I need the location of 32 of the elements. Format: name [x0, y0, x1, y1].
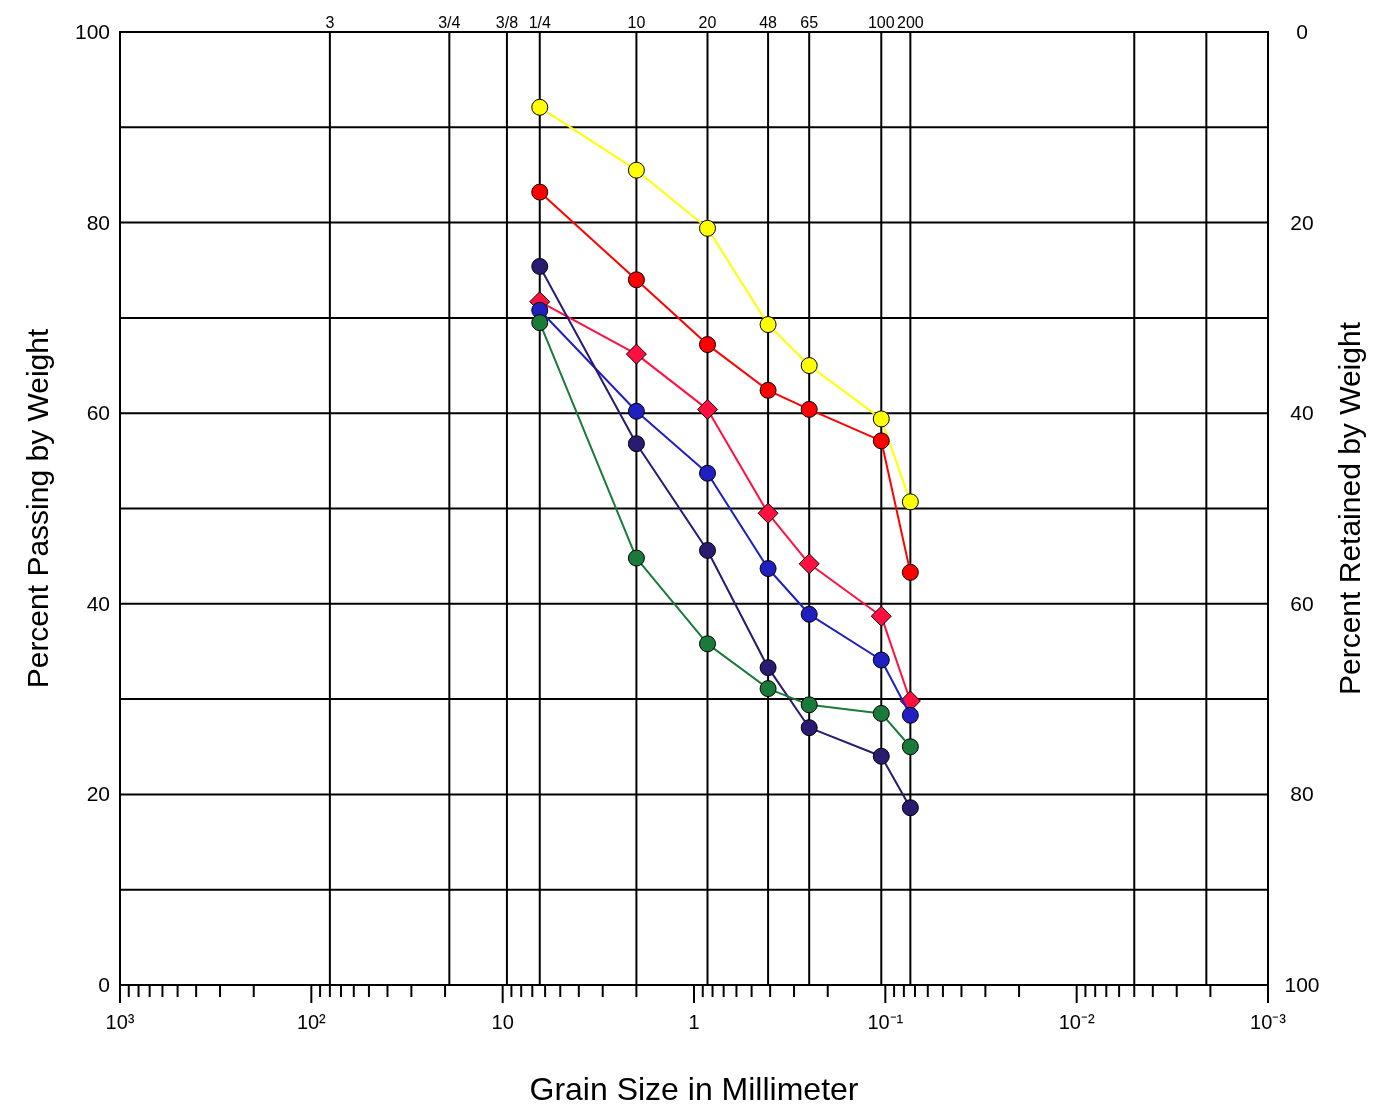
x-tick-label: 1 — [688, 1011, 700, 1033]
annotation: 48 — [759, 14, 778, 31]
y-tick-label: 100 — [74, 20, 110, 43]
annotation: 3/8 — [495, 14, 519, 31]
x-tick-label: 10³ — [105, 1011, 135, 1033]
y-tick-label: 0 — [98, 973, 110, 996]
y-tick-label: 60 — [86, 401, 110, 425]
y2-tick-label: 80 — [1290, 782, 1314, 806]
y2-tick-label: 60 — [1290, 591, 1314, 615]
x-tick-label: 10² — [296, 1011, 327, 1033]
x-tick-label: 10⁻¹ — [867, 1011, 904, 1033]
y2-tick-label: 100 — [1284, 973, 1320, 996]
annotation: 65 — [800, 14, 819, 31]
annotation: 100 — [867, 14, 895, 31]
annotation: 3/4 — [438, 14, 461, 31]
y-tick-label: 80 — [86, 210, 110, 234]
x-tick-label: 10 — [491, 1011, 514, 1033]
x-tick-label: 10⁻² — [1058, 1011, 1095, 1033]
annotation: 20 — [698, 14, 717, 31]
annotation: 3 — [325, 14, 335, 31]
annotation: 200 — [897, 14, 924, 31]
y2-tick-label: 40 — [1290, 401, 1314, 425]
y2-tick-label: 20 — [1290, 210, 1314, 234]
y2-tick-label: 0 — [1296, 20, 1308, 43]
annotation: 10 — [627, 14, 646, 31]
y2-axis-title: Percent Retained by Weight — [1333, 321, 1366, 695]
y-tick-label: 40 — [86, 591, 110, 615]
y-axis-title: Percent Passing by Weight — [21, 328, 54, 689]
x-axis-title: Grain Size in Millimeter — [529, 1071, 859, 1107]
annotation: 1/4 — [528, 14, 551, 31]
x-tick-label: 10⁻³ — [1250, 1011, 1287, 1033]
y-tick-label: 20 — [86, 782, 110, 806]
